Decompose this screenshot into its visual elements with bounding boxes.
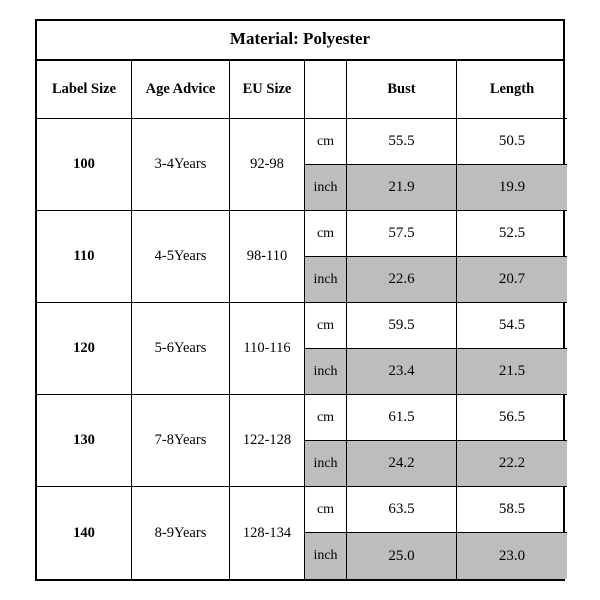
bust-cm-cell: 59.5 [347,303,457,349]
eu-size-cell: 128-134 [230,487,305,579]
age-advice-cell: 4-5Years [132,211,230,303]
bust-cm-cell: 61.5 [347,395,457,441]
length-cm-cell: 54.5 [457,303,567,349]
length-inch-cell: 19.9 [457,165,567,211]
bust-inch-cell: 23.4 [347,349,457,395]
header-unit-blank [305,61,347,119]
unit-cm-cell: cm [305,303,347,349]
chart-title: Material: Polyester [37,21,563,61]
eu-size-cell: 92-98 [230,119,305,211]
header-length: Length [457,61,567,119]
length-inch-cell: 21.5 [457,349,567,395]
length-inch-cell: 20.7 [457,257,567,303]
unit-inch-cell: inch [305,165,347,211]
age-advice-cell: 8-9Years [132,487,230,579]
label-size-cell: 140 [37,487,132,579]
bust-cm-cell: 57.5 [347,211,457,257]
length-cm-cell: 52.5 [457,211,567,257]
bust-inch-cell: 22.6 [347,257,457,303]
bust-inch-cell: 24.2 [347,441,457,487]
bust-cm-cell: 63.5 [347,487,457,533]
header-label-size: Label Size [37,61,132,119]
length-cm-cell: 56.5 [457,395,567,441]
label-size-cell: 110 [37,211,132,303]
eu-size-cell: 110-116 [230,303,305,395]
bust-inch-cell: 25.0 [347,533,457,579]
unit-inch-cell: inch [305,257,347,303]
unit-inch-cell: inch [305,441,347,487]
header-eu-size: EU Size [230,61,305,119]
length-inch-cell: 23.0 [457,533,567,579]
header-age-advice: Age Advice [132,61,230,119]
eu-size-cell: 122-128 [230,395,305,487]
age-advice-cell: 7-8Years [132,395,230,487]
age-advice-cell: 3-4Years [132,119,230,211]
eu-size-cell: 98-110 [230,211,305,303]
length-cm-cell: 50.5 [457,119,567,165]
unit-cm-cell: cm [305,487,347,533]
size-chart: Material: Polyester Label SizeAge Advice… [35,19,565,581]
label-size-cell: 120 [37,303,132,395]
size-grid: Label SizeAge AdviceEU SizeBustLength100… [37,61,563,579]
label-size-cell: 130 [37,395,132,487]
bust-cm-cell: 55.5 [347,119,457,165]
bust-inch-cell: 21.9 [347,165,457,211]
header-bust: Bust [347,61,457,119]
age-advice-cell: 5-6Years [132,303,230,395]
unit-cm-cell: cm [305,395,347,441]
unit-inch-cell: inch [305,349,347,395]
length-inch-cell: 22.2 [457,441,567,487]
label-size-cell: 100 [37,119,132,211]
unit-cm-cell: cm [305,119,347,165]
unit-cm-cell: cm [305,211,347,257]
unit-inch-cell: inch [305,533,347,579]
length-cm-cell: 58.5 [457,487,567,533]
